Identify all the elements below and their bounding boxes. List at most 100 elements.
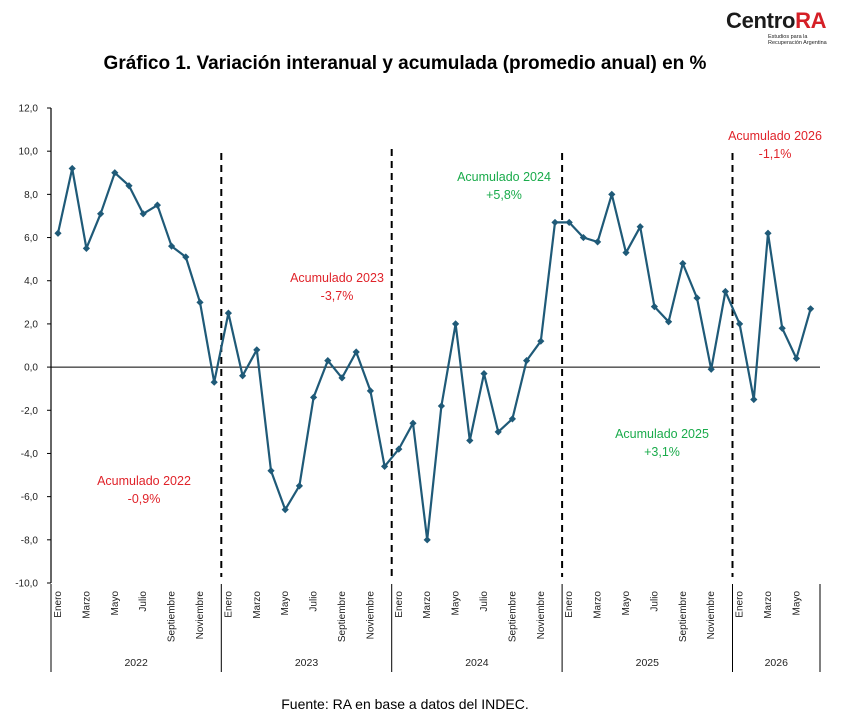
data-point-marker <box>778 324 786 332</box>
y-tick-label: -8,0 <box>21 535 39 546</box>
data-point-marker <box>366 387 374 395</box>
data-point-marker <box>537 337 545 345</box>
data-point-marker <box>409 419 417 427</box>
x-tick-label: Enero <box>53 591 64 618</box>
data-point-marker <box>480 369 488 378</box>
data-point-marker <box>807 305 815 313</box>
annotation-value: +5,8% <box>486 188 522 202</box>
x-tick-label: Septiembre <box>678 591 689 643</box>
y-tick-label: 4,0 <box>24 276 38 287</box>
x-tick-label: Julio <box>479 591 490 612</box>
annotation-value: -0,9% <box>128 492 161 506</box>
data-point-marker <box>324 357 332 365</box>
x-tick-label: Marzo <box>593 591 604 619</box>
logo-wordmark: CentroRA <box>726 8 838 34</box>
x-tick-label: Mayo <box>110 591 121 616</box>
y-tick-label: 12,0 <box>19 104 39 115</box>
data-point-marker <box>210 378 218 386</box>
data-point-marker <box>792 354 800 363</box>
data-point-marker <box>679 259 687 268</box>
data-point-marker <box>650 303 658 311</box>
x-tick-label: Marzo <box>763 591 774 619</box>
x-tick-label: Enero <box>735 591 746 618</box>
x-tick-label: Mayo <box>621 591 632 616</box>
data-point-marker <box>423 536 431 544</box>
data-point-marker <box>196 298 204 306</box>
chart-title: Gráfico 1. Variación interanual y acumul… <box>103 53 707 74</box>
x-tick-label: Mayo <box>791 591 802 616</box>
data-point-marker <box>82 244 90 252</box>
x-tick-label: Julio <box>309 591 320 612</box>
year-label: 2022 <box>124 657 148 669</box>
y-tick-label: 8,0 <box>24 190 38 201</box>
data-point-marker <box>224 309 232 317</box>
logo-subtitle: Estudios para la Recuperación Argentina <box>768 34 838 46</box>
data-point-marker <box>182 253 190 261</box>
data-point-marker <box>352 348 360 356</box>
data-point-marker <box>395 445 403 453</box>
annotation-value: -1,1% <box>759 147 792 161</box>
x-tick-label: Marzo <box>252 591 263 619</box>
data-point-marker <box>381 462 389 471</box>
data-point-marker <box>565 218 573 227</box>
x-tick-label: Noviembre <box>706 591 717 640</box>
data-point-marker <box>338 374 346 382</box>
x-tick-label: Mayo <box>280 591 291 616</box>
y-tick-label: 6,0 <box>24 233 38 244</box>
y-tick-label: -4,0 <box>21 449 39 460</box>
annotation-title: Acumulado 2024 <box>457 170 551 184</box>
annotation-title: Acumulado 2026 <box>728 129 822 143</box>
logo-name-part2: RA <box>795 8 827 33</box>
data-point-marker <box>125 182 133 190</box>
x-tick-label: Noviembre <box>365 591 376 640</box>
x-tick-label: Noviembre <box>536 591 547 640</box>
year-label: 2023 <box>295 657 319 669</box>
annotation-title: Acumulado 2023 <box>290 271 384 285</box>
data-point-marker <box>494 428 502 436</box>
data-point-marker <box>594 238 602 246</box>
year-label: 2026 <box>765 657 789 669</box>
data-point-marker <box>437 402 445 410</box>
data-point-marker <box>707 365 715 373</box>
data-point-marker <box>579 233 587 242</box>
annotation-value: -3,7% <box>321 289 354 303</box>
centro-ra-logo: CentroRA Estudios para la Recuperación A… <box>726 8 838 52</box>
data-point-marker <box>68 164 76 173</box>
logo-subtitle-line1: Estudios para la <box>768 34 808 40</box>
data-point-marker <box>636 223 644 231</box>
data-point-marker <box>97 210 105 218</box>
data-point-marker <box>622 249 630 257</box>
data-point-marker <box>253 346 261 354</box>
data-point-marker <box>608 190 616 198</box>
y-tick-label: 2,0 <box>24 319 38 330</box>
y-tick-label: 0,0 <box>24 363 38 374</box>
data-point-marker <box>736 320 744 328</box>
data-point-marker <box>551 218 559 227</box>
x-tick-label: Mayo <box>451 591 462 616</box>
data-point-marker <box>281 505 289 514</box>
x-tick-label: Septiembre <box>337 591 348 643</box>
annotation-title: Acumulado 2022 <box>97 474 191 488</box>
y-tick-label: 10,0 <box>19 147 39 158</box>
annotation-title: Acumulado 2025 <box>615 427 709 441</box>
data-point-marker <box>54 229 62 237</box>
data-point-marker <box>239 372 247 380</box>
x-tick-label: Enero <box>394 591 405 618</box>
data-point-marker <box>153 201 161 209</box>
year-label: 2025 <box>636 657 660 669</box>
x-tick-label: Marzo <box>81 591 92 619</box>
x-tick-label: Enero <box>564 591 575 618</box>
data-point-marker <box>750 395 758 404</box>
data-point-marker <box>168 242 176 250</box>
year-label: 2024 <box>465 657 489 669</box>
source-note: Fuente: RA en base a datos del INDEC. <box>281 696 529 712</box>
y-tick-label: -10,0 <box>15 579 38 590</box>
data-point-marker <box>693 294 701 302</box>
data-point-marker <box>508 415 516 423</box>
data-point-marker <box>523 357 531 365</box>
data-point-marker <box>665 318 673 326</box>
x-tick-label: Julio <box>138 591 149 612</box>
series-line <box>56 167 812 541</box>
data-point-marker <box>721 287 729 296</box>
